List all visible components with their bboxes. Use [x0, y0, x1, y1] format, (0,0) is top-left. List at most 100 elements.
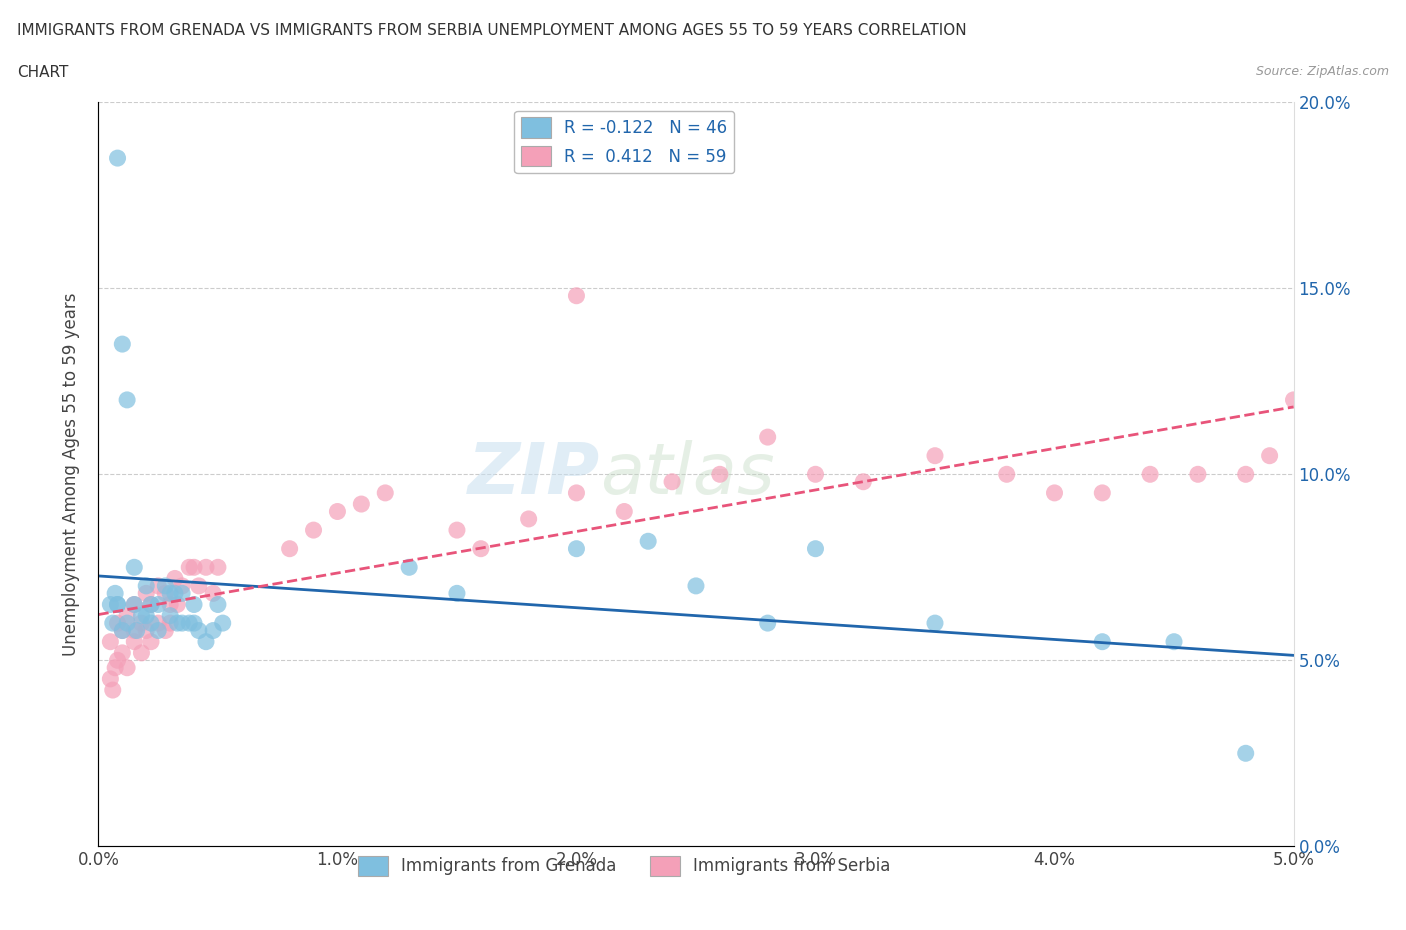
Point	[661, 474, 683, 489]
Text: Source: ZipAtlas.com: Source: ZipAtlas.com	[1256, 65, 1389, 78]
Point	[163, 586, 186, 601]
Point	[446, 586, 468, 601]
Point	[179, 616, 201, 631]
Legend: Immigrants from Grenada, Immigrants from Serbia: Immigrants from Grenada, Immigrants from…	[352, 849, 897, 883]
Y-axis label: Unemployment Among Ages 55 to 59 years: Unemployment Among Ages 55 to 59 years	[62, 293, 80, 656]
Point	[756, 616, 779, 631]
Point	[195, 634, 218, 649]
Point	[124, 560, 146, 575]
Point	[139, 597, 162, 612]
Point	[1234, 746, 1257, 761]
Text: atlas: atlas	[600, 440, 775, 509]
Point	[125, 623, 148, 638]
Point	[107, 653, 129, 668]
Point	[124, 597, 146, 612]
Point	[187, 578, 209, 593]
Point	[470, 541, 492, 556]
Point	[166, 616, 188, 631]
Point	[111, 645, 134, 660]
Point	[1043, 485, 1066, 500]
Point	[183, 597, 205, 612]
Point	[211, 616, 233, 631]
Point	[804, 467, 827, 482]
Point	[302, 523, 325, 538]
Point	[115, 392, 138, 407]
Point	[148, 578, 170, 593]
Point	[166, 597, 188, 612]
Point	[202, 623, 225, 638]
Point	[685, 578, 707, 593]
Point	[155, 623, 177, 638]
Point	[101, 616, 124, 631]
Point	[756, 430, 779, 445]
Point	[139, 634, 162, 649]
Point	[159, 586, 181, 601]
Point	[159, 616, 181, 631]
Point	[131, 608, 153, 623]
Point	[1163, 634, 1185, 649]
Point	[326, 504, 349, 519]
Text: CHART: CHART	[17, 65, 69, 80]
Point	[187, 623, 209, 638]
Point	[115, 616, 138, 631]
Point	[155, 586, 177, 601]
Point	[183, 616, 205, 631]
Point	[107, 597, 129, 612]
Point	[139, 616, 162, 631]
Point	[124, 623, 146, 638]
Point	[565, 288, 588, 303]
Point	[1091, 634, 1114, 649]
Point	[172, 586, 194, 601]
Point	[111, 623, 134, 638]
Point	[207, 560, 229, 575]
Point	[517, 512, 540, 526]
Point	[124, 634, 146, 649]
Point	[1091, 485, 1114, 500]
Point	[148, 623, 170, 638]
Point	[179, 560, 201, 575]
Point	[278, 541, 301, 556]
Point	[1258, 448, 1281, 463]
Point	[98, 671, 122, 686]
Point	[183, 560, 205, 575]
Point	[148, 597, 170, 612]
Point	[131, 645, 153, 660]
Point	[995, 467, 1018, 482]
Point	[350, 497, 373, 512]
Point	[131, 616, 153, 631]
Point	[111, 623, 134, 638]
Point	[155, 578, 177, 593]
Point	[135, 586, 157, 601]
Point	[139, 597, 162, 612]
Point	[115, 608, 138, 623]
Point	[135, 578, 157, 593]
Point	[202, 586, 225, 601]
Point	[159, 597, 181, 612]
Text: IMMIGRANTS FROM GRENADA VS IMMIGRANTS FROM SERBIA UNEMPLOYMENT AMONG AGES 55 TO : IMMIGRANTS FROM GRENADA VS IMMIGRANTS FR…	[17, 23, 966, 38]
Point	[111, 337, 134, 352]
Point	[924, 616, 946, 631]
Point	[924, 448, 946, 463]
Point	[172, 578, 194, 593]
Point	[104, 586, 127, 601]
Point	[172, 616, 194, 631]
Text: ZIP: ZIP	[468, 440, 600, 509]
Point	[135, 608, 157, 623]
Point	[804, 541, 827, 556]
Point	[98, 597, 122, 612]
Point	[1139, 467, 1161, 482]
Point	[565, 485, 588, 500]
Point	[852, 474, 875, 489]
Point	[107, 151, 129, 166]
Point	[637, 534, 659, 549]
Point	[374, 485, 396, 500]
Point	[1282, 392, 1305, 407]
Point	[163, 571, 186, 586]
Point	[195, 560, 218, 575]
Point	[613, 504, 636, 519]
Point	[115, 660, 138, 675]
Point	[98, 634, 122, 649]
Point	[101, 683, 124, 698]
Point	[124, 597, 146, 612]
Point	[446, 523, 468, 538]
